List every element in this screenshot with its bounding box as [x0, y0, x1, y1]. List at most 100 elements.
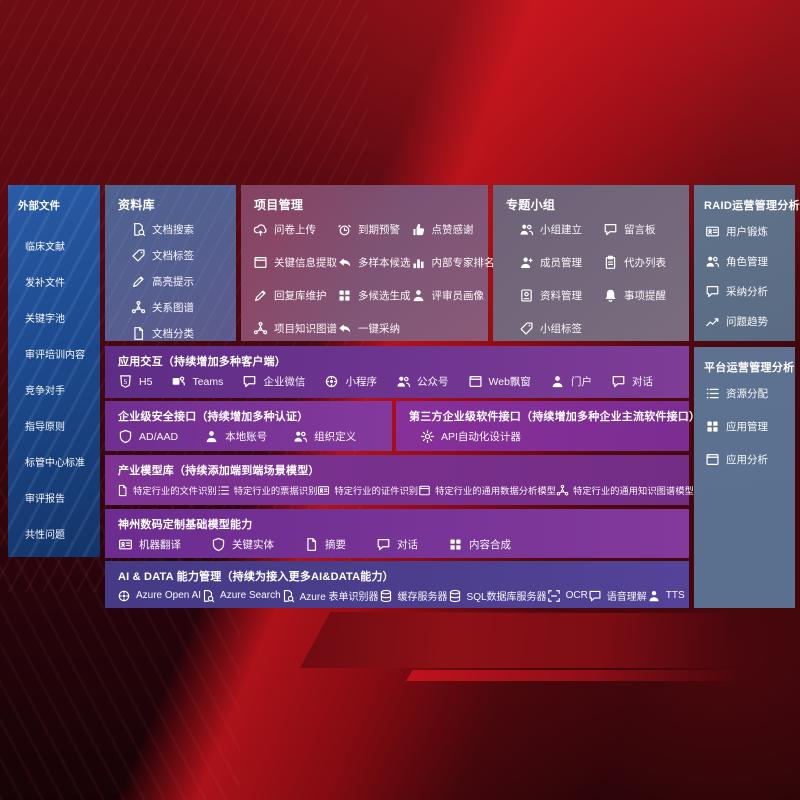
- feature-item-message-board[interactable]: 留言板: [603, 222, 683, 237]
- feature-item-sql-db-server[interactable]: SQL数据库服务器: [448, 588, 547, 603]
- feature-item-group-tag[interactable]: 小组标签: [519, 321, 603, 336]
- feature-item-tts[interactable]: TTS: [647, 589, 685, 603]
- feature-item-multi-candidate[interactable]: 多候选生成: [337, 288, 411, 303]
- feature-item-key-info-extract[interactable]: 关键信息提取: [253, 255, 337, 270]
- background-red-stripe: [406, 670, 742, 681]
- feature-item-id-recognition[interactable]: 特定行业的证件识别: [317, 483, 418, 497]
- feature-item-label: 到期预警: [358, 224, 400, 236]
- feature-item-reminder[interactable]: 事项提醒: [603, 288, 683, 303]
- feature-item-due-alert[interactable]: 到期预警: [337, 222, 411, 237]
- background-device-shape: [300, 612, 732, 668]
- topic-group-title: 专题小组: [506, 198, 556, 212]
- feature-item-project-knowledge-graph[interactable]: 项目知识图谱: [253, 321, 337, 336]
- feature-item-web-popup[interactable]: Web飘窗: [468, 374, 531, 389]
- message-board-icon: [603, 222, 618, 237]
- feature-item-content-compose[interactable]: 内容合成: [448, 537, 511, 552]
- feature-item-api-designer[interactable]: API自动化设计器: [420, 429, 521, 444]
- like-thanks-icon: [411, 222, 426, 237]
- reviewer-portrait-icon: [411, 288, 426, 303]
- project-management-title: 项目管理: [254, 198, 304, 212]
- feature-item-mini-program[interactable]: 小程序: [324, 374, 377, 389]
- ad-auth-icon: [118, 429, 133, 444]
- feature-item-role-manage[interactable]: 角色管理: [705, 254, 795, 269]
- invoice-recognition-icon: [217, 484, 230, 497]
- feature-item-portal[interactable]: 门户: [550, 374, 592, 389]
- feature-item-app-analysis[interactable]: 应用分析: [705, 452, 795, 467]
- feature-item-adoption-analysis[interactable]: 采纳分析: [705, 284, 795, 299]
- role-manage-icon: [705, 254, 720, 269]
- feature-item-doc-search[interactable]: 文档搜索: [131, 222, 236, 237]
- machine-translation-icon: [118, 537, 133, 552]
- sql-db-server-icon: [448, 589, 462, 603]
- feature-item-material-manage[interactable]: 资料管理: [519, 288, 603, 303]
- feature-item-summary[interactable]: 摘要: [304, 537, 346, 552]
- feature-item-label: 内容合成: [469, 539, 511, 551]
- feature-item-one-click-adopt[interactable]: 一键采纳: [337, 321, 411, 336]
- feature-item-label: 机器翻译: [139, 539, 181, 551]
- feature-item-label: 代办列表: [624, 257, 666, 269]
- feature-item-todo-list[interactable]: 代办列表: [603, 255, 683, 270]
- feature-item-doc-tag[interactable]: 文档标签: [131, 248, 236, 263]
- feature-item-reviewer-portrait[interactable]: 评审员画像: [411, 288, 495, 303]
- feature-item-official-account[interactable]: 公众号: [396, 374, 449, 389]
- feature-item-multi-sample[interactable]: 多样本候选: [337, 255, 411, 270]
- feature-item-label: 成员管理: [540, 257, 582, 269]
- feature-item-relation-graph[interactable]: 关系图谱: [131, 300, 236, 315]
- feature-item-user-training[interactable]: 用户锻炼: [705, 224, 795, 239]
- feature-item-resource-allocation[interactable]: 资源分配: [705, 386, 795, 401]
- sidebar-item[interactable]: 标管中心标准: [25, 458, 85, 469]
- feature-item-org-define[interactable]: 组织定义: [293, 429, 356, 444]
- feature-item-survey-upload[interactable]: 问卷上传: [253, 222, 337, 237]
- feature-item-azure-openai[interactable]: Azure Open AI: [117, 589, 201, 603]
- feature-item-dialog-model[interactable]: 对话: [376, 537, 418, 552]
- feature-item-team-create[interactable]: 小组建立: [519, 222, 603, 237]
- sidebar-item[interactable]: 指导原则: [25, 422, 65, 433]
- feature-item-label: 特定行业的通用知识图谱模型: [572, 486, 694, 496]
- project-knowledge-graph-icon: [253, 321, 268, 336]
- feature-item-like-thanks[interactable]: 点赞感谢: [411, 222, 495, 237]
- feature-item-h5[interactable]: 5 H5: [118, 374, 152, 389]
- feature-item-ocr[interactable]: OCR: [547, 589, 588, 603]
- feature-item-label: 特定行业的文件识别: [133, 486, 217, 496]
- feature-item-azure-search[interactable]: Azure Search: [201, 589, 281, 603]
- sidebar-item[interactable]: 竞争对手: [25, 386, 65, 397]
- feature-item-file-recognition[interactable]: 特定行业的文件识别: [116, 483, 217, 497]
- feature-item-ad-auth[interactable]: AD/AAD: [118, 429, 178, 444]
- sidebar-item[interactable]: 发补文件: [25, 278, 65, 289]
- sidebar-item[interactable]: 审评培训内容: [25, 350, 85, 361]
- feature-item-knowledge-graph-model[interactable]: 特定行业的通用知识图谱模型: [556, 483, 694, 497]
- feature-item-cache-server[interactable]: 缓存服务器: [379, 588, 448, 603]
- feature-item-issue-trend[interactable]: 问题趋势: [705, 314, 795, 329]
- feature-item-speech-understanding[interactable]: 语音理解: [588, 588, 647, 603]
- feature-item-highlight-pen[interactable]: 高亮提示: [131, 274, 236, 289]
- feature-item-local-account[interactable]: 本地账号: [204, 429, 267, 444]
- feature-item-label: 资源分配: [726, 388, 768, 400]
- feature-item-doc-classify[interactable]: 文档分类: [131, 326, 236, 341]
- feature-item-form-recognizer[interactable]: Azure 表单识别器: [281, 588, 379, 603]
- multi-candidate-icon: [337, 288, 352, 303]
- feature-item-invoice-recognition[interactable]: 特定行业的票据识别: [217, 483, 317, 497]
- sidebar-item[interactable]: 共性问题: [25, 530, 65, 541]
- feature-item-app-manage[interactable]: 应用管理: [705, 419, 795, 434]
- feature-item-wechat-work[interactable]: 企业微信: [242, 374, 305, 389]
- feature-item-dialog[interactable]: 对话: [611, 374, 653, 389]
- feature-item-label: 问题趋势: [726, 316, 768, 328]
- sidebar-item[interactable]: 临床文献: [25, 242, 65, 253]
- raid-analysis-panel: RAID运营管理分析 用户锻炼 角色管理 采纳分析 问题趋势: [694, 185, 800, 341]
- feature-item-reply-maintain[interactable]: 回复库维护: [253, 288, 337, 303]
- ai-data-items: Azure Open AI Azure Search Azure 表单识别器 缓存服务…: [105, 584, 689, 603]
- dialog-model-icon: [376, 537, 391, 552]
- feature-item-key-entity[interactable]: 关键实体: [211, 537, 274, 552]
- sidebar-item[interactable]: 关键字池: [25, 314, 65, 325]
- feature-item-label: 公众号: [417, 376, 449, 388]
- feature-item-data-analysis-model[interactable]: 特定行业的通用数据分析模型: [418, 483, 556, 497]
- feature-item-expert-ranking[interactable]: 内部专家排名: [411, 255, 495, 270]
- feature-item-label: 事项提醒: [624, 290, 666, 302]
- feature-item-member-manage[interactable]: 成员管理: [519, 255, 603, 270]
- feature-item-teams[interactable]: Teams: [171, 374, 223, 389]
- feature-item-label: 点赞感谢: [431, 224, 474, 236]
- sidebar-item[interactable]: 审评报告: [25, 494, 65, 505]
- topic-group-items: 小组建立 留言板成员管理 代办列表资料管理 事项提醒小组标签: [493, 213, 689, 336]
- feature-item-machine-translation[interactable]: 机器翻译: [118, 537, 181, 552]
- feature-item-label: 本地账号: [225, 431, 268, 443]
